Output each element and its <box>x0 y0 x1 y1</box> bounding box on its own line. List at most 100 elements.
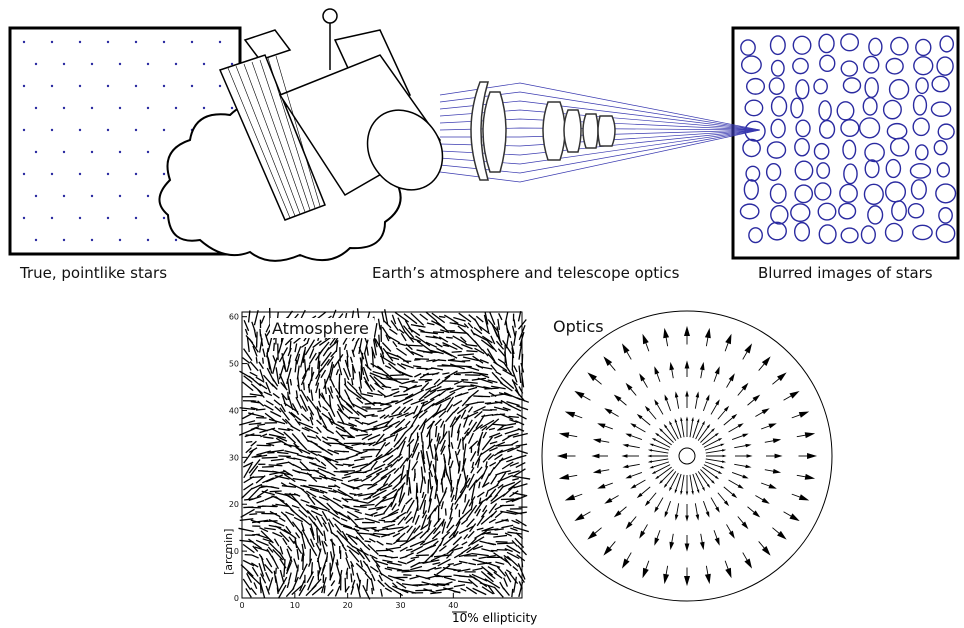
whisker <box>405 424 414 433</box>
whisker <box>359 560 363 568</box>
whisker <box>385 376 402 384</box>
whisker <box>343 343 348 351</box>
whisker <box>368 538 376 543</box>
whisker <box>322 455 339 464</box>
whisker <box>418 328 425 333</box>
arrow-head <box>721 460 727 463</box>
whisker <box>262 477 275 484</box>
whisker <box>250 383 264 395</box>
whisker <box>268 519 285 527</box>
blurred-star <box>769 35 786 56</box>
blurred-star <box>840 33 860 52</box>
whisker <box>397 317 407 334</box>
whisker <box>251 519 269 524</box>
whisker <box>340 517 348 522</box>
whisker <box>355 562 367 574</box>
whisker <box>460 587 467 592</box>
whisker <box>426 507 437 520</box>
whisker <box>493 361 508 372</box>
whisker <box>268 433 287 439</box>
whisker <box>512 492 526 497</box>
whisker <box>512 526 529 533</box>
arrow-head <box>696 418 700 423</box>
whisker <box>414 372 422 378</box>
whisker <box>255 408 266 411</box>
whisker <box>479 373 490 379</box>
whisker <box>410 545 423 553</box>
arrow-head <box>636 413 643 420</box>
whisker <box>420 400 429 405</box>
whisker <box>255 539 269 547</box>
whisker <box>435 320 449 332</box>
arrow-head <box>702 487 705 492</box>
whisker <box>238 527 254 533</box>
whisker <box>431 583 446 587</box>
whisker <box>497 483 504 489</box>
whisker <box>389 426 403 436</box>
whisker <box>366 392 383 397</box>
whisker <box>457 466 460 474</box>
whisker <box>313 521 324 537</box>
whisker <box>273 399 281 406</box>
whisker <box>318 445 334 456</box>
x-tick-label: 10 <box>290 601 300 610</box>
whisker <box>504 428 521 435</box>
whisker <box>429 469 433 478</box>
whisker <box>242 357 251 364</box>
whisker <box>327 510 341 519</box>
whisker <box>466 421 478 436</box>
whisker <box>242 381 254 392</box>
x-tick-label: 0 <box>239 601 244 610</box>
whisker <box>421 444 425 460</box>
whisker <box>375 433 385 445</box>
whisker <box>361 433 373 441</box>
star <box>106 172 110 176</box>
whisker <box>383 414 390 420</box>
whisker <box>278 365 285 380</box>
whisker <box>511 519 520 525</box>
whisker <box>388 413 403 418</box>
whisker <box>249 476 264 479</box>
whisker <box>374 452 391 462</box>
whisker <box>337 421 355 428</box>
whisker <box>471 573 488 582</box>
whisker <box>261 465 274 468</box>
whisker <box>256 450 271 456</box>
arrow-head <box>564 494 576 501</box>
whisker <box>495 561 505 565</box>
arrow-head <box>761 408 770 415</box>
whisker <box>246 571 261 585</box>
arrow-head <box>649 465 654 469</box>
whisker <box>456 423 462 434</box>
whisker <box>280 403 286 413</box>
star <box>106 216 110 220</box>
whisker <box>471 552 489 557</box>
whisker <box>372 339 377 356</box>
whisker <box>243 449 255 464</box>
blurred-star <box>743 179 759 201</box>
blurred-star <box>792 57 809 75</box>
whisker <box>296 353 301 365</box>
whisker <box>350 573 353 583</box>
arrow-head <box>647 460 653 463</box>
whisker <box>421 510 428 519</box>
whisker <box>471 536 485 545</box>
whisker <box>327 387 334 399</box>
whisker <box>335 534 345 547</box>
whisker <box>399 546 408 552</box>
whisker <box>503 554 512 561</box>
whisker <box>501 519 510 522</box>
whisker <box>451 415 461 428</box>
star <box>34 238 38 242</box>
whisker <box>440 478 444 493</box>
whisker <box>318 400 322 408</box>
whisker <box>482 504 488 513</box>
whisker <box>309 416 314 426</box>
star <box>146 194 150 198</box>
whisker <box>431 312 446 324</box>
whisker <box>386 566 403 571</box>
whisker <box>403 511 412 521</box>
whisker <box>253 328 257 338</box>
